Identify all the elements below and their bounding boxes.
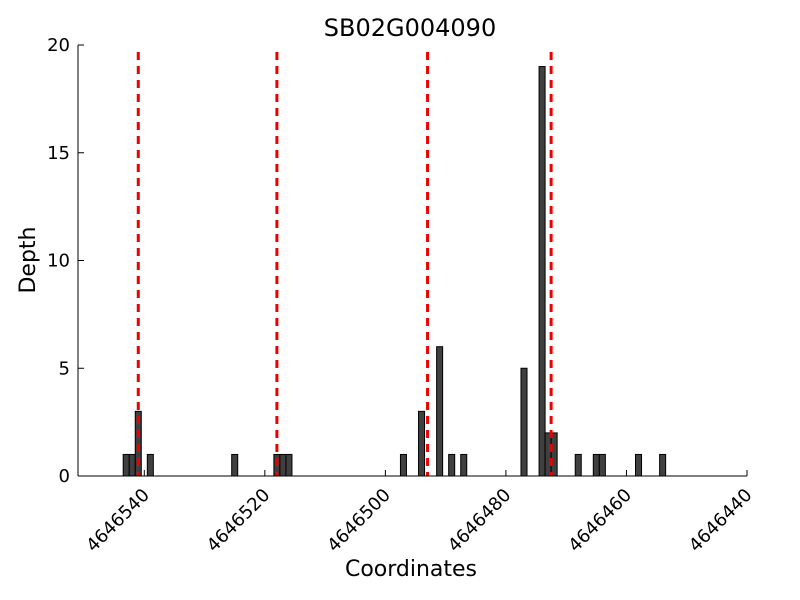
bar [598, 453, 606, 477]
bar [279, 453, 287, 477]
bar [659, 453, 667, 477]
bar [538, 66, 546, 477]
bar [436, 346, 444, 477]
x-tick-label: 4646480 [444, 485, 516, 557]
bar [285, 453, 293, 477]
x-tick-label: 4646440 [685, 485, 757, 557]
chart-title: SB02G004090 [324, 14, 496, 42]
ticks-group: 0 5 10 15 20 4646540 4646520 4646500 4646480 4646… [47, 35, 756, 556]
x-tick-label: 4646500 [323, 485, 395, 557]
y-axis-label: Depth [16, 226, 41, 293]
x-axis-label: Coordinates [345, 557, 477, 582]
bar [122, 453, 130, 477]
bar [460, 453, 468, 477]
bars-group [122, 66, 667, 477]
bar [544, 432, 552, 477]
bar [635, 453, 643, 477]
bar [550, 432, 558, 477]
bar [418, 410, 426, 477]
x-tick-label: 4646460 [564, 485, 636, 557]
bar [574, 453, 582, 477]
y-tick-label: 20 [47, 35, 70, 56]
x-tick-label: 4646520 [203, 485, 275, 557]
bar [592, 453, 600, 477]
y-tick-label: 10 [47, 251, 70, 272]
y-tick-label: 5 [59, 358, 70, 379]
bar [128, 453, 136, 477]
y-tick-label: 0 [59, 466, 70, 487]
axes-group [77, 45, 747, 477]
y-tick-label: 15 [47, 143, 70, 164]
bar [520, 367, 528, 477]
bar [231, 453, 239, 477]
x-tick-label: 4646540 [82, 485, 154, 557]
bar [448, 453, 456, 477]
bar [146, 453, 154, 477]
reference-lines-group [136, 52, 553, 476]
bar [399, 453, 407, 477]
